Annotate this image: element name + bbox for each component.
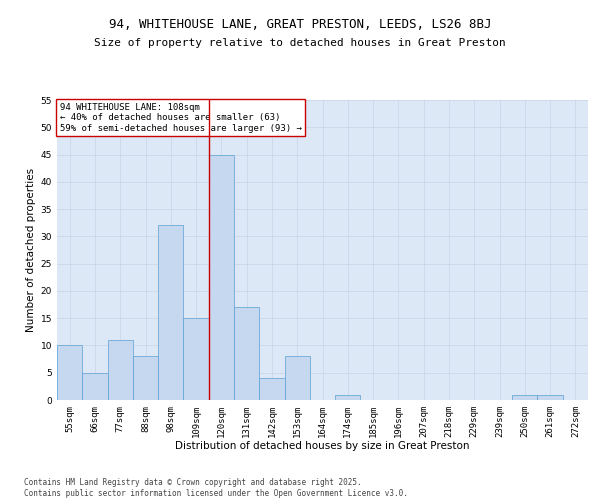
Text: 94 WHITEHOUSE LANE: 108sqm
← 40% of detached houses are smaller (63)
59% of semi: 94 WHITEHOUSE LANE: 108sqm ← 40% of deta… xyxy=(59,103,302,133)
Text: Size of property relative to detached houses in Great Preston: Size of property relative to detached ho… xyxy=(94,38,506,48)
Bar xyxy=(184,318,209,400)
Text: 94, WHITEHOUSE LANE, GREAT PRESTON, LEEDS, LS26 8BJ: 94, WHITEHOUSE LANE, GREAT PRESTON, LEED… xyxy=(109,18,491,30)
Bar xyxy=(259,378,284,400)
Bar xyxy=(107,340,133,400)
X-axis label: Distribution of detached houses by size in Great Preston: Distribution of detached houses by size … xyxy=(175,442,470,452)
Bar xyxy=(158,226,184,400)
Text: Contains HM Land Registry data © Crown copyright and database right 2025.
Contai: Contains HM Land Registry data © Crown c… xyxy=(24,478,408,498)
Bar xyxy=(133,356,158,400)
Y-axis label: Number of detached properties: Number of detached properties xyxy=(26,168,37,332)
Bar xyxy=(234,308,259,400)
Bar xyxy=(57,346,82,400)
Bar xyxy=(284,356,310,400)
Bar xyxy=(82,372,107,400)
Bar xyxy=(512,394,538,400)
Bar xyxy=(209,154,234,400)
Bar xyxy=(335,394,361,400)
Bar xyxy=(538,394,563,400)
